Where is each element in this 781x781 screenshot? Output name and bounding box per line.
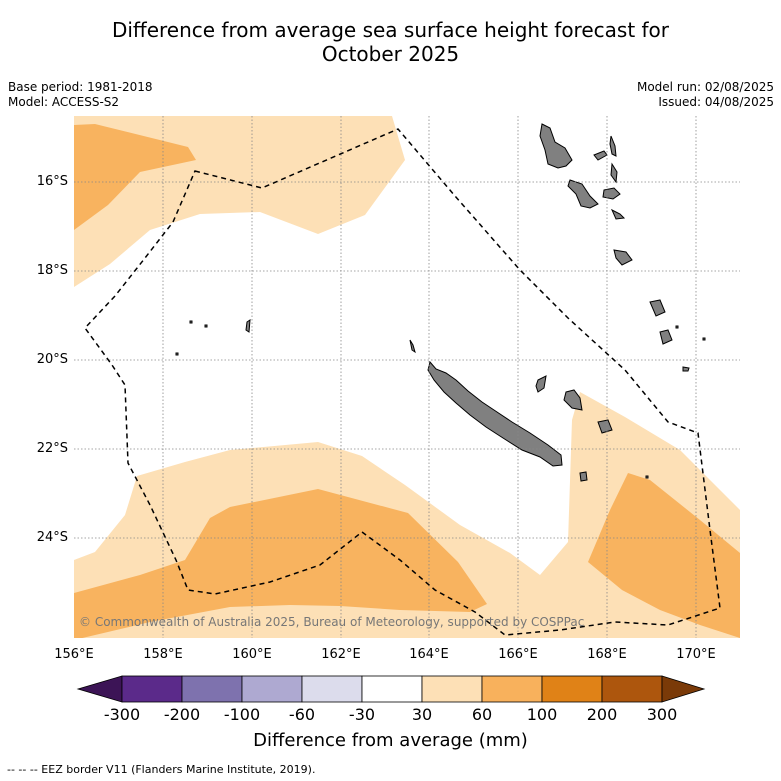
- lat-label-24s: 24°S: [36, 530, 68, 545]
- lon-label-170e: 170°E: [676, 647, 716, 662]
- eez-border: [84, 128, 721, 636]
- loyalty-islands-ouvea: [535, 375, 547, 393]
- colorbar-bin-4: [301, 675, 363, 703]
- colorbar-tick: -30: [348, 705, 376, 724]
- colorbar-extend-max: [661, 675, 706, 703]
- colorbar-tick: 300: [646, 705, 678, 724]
- matthew-island-group: [649, 299, 666, 317]
- title-line-2: October 2025: [321, 42, 460, 66]
- issued-date: Issued: 04/08/2025: [658, 95, 774, 109]
- colorbar-bin-2: [181, 675, 243, 703]
- colorbar-tick: -300: [103, 705, 141, 724]
- dot-islet-1: [189, 320, 193, 324]
- lon-label-156e: 156°E: [54, 647, 94, 662]
- vanuatu-erromango: [613, 249, 633, 266]
- copyright-note: © Commonwealth of Australia 2025, Bureau…: [79, 615, 584, 629]
- colorbar-tick: -100: [223, 705, 261, 724]
- colorbar: [76, 675, 706, 703]
- vanuatu-malakula: [567, 179, 599, 209]
- vanuatu-small-island: [610, 208, 626, 220]
- new-caledonia-island: [427, 360, 563, 467]
- dot-islet-3: [175, 352, 179, 356]
- loyalty-islands-mare: [597, 419, 613, 434]
- dot-islet-2: [204, 324, 208, 328]
- colorbar-bin-1: [121, 675, 183, 703]
- vanuatu-espiritu-santo: [539, 123, 573, 169]
- base-period: Base period: 1981-2018: [8, 80, 153, 94]
- dot-islet-6: [645, 475, 649, 479]
- lon-label-158e: 158°E: [143, 647, 183, 662]
- colorbar-bin-9: [601, 675, 663, 703]
- colorbar-bin-7: [481, 675, 543, 703]
- lat-label-18s: 18°S: [36, 263, 68, 278]
- colorbar-tick: 60: [471, 705, 493, 724]
- colorbar-tick: 200: [586, 705, 618, 724]
- belep-islet: [409, 339, 416, 354]
- loyalty-islands-lifou: [563, 389, 583, 411]
- chart-title: Difference from average sea surface heig…: [0, 18, 781, 66]
- north-anomaly-mid: [74, 124, 196, 230]
- lon-label-160e: 160°E: [232, 647, 272, 662]
- eez-legend-note: -- -- -- EEZ border V11 (Flanders Marine…: [7, 763, 316, 776]
- colorbar-bin-5: [361, 675, 423, 703]
- meta-left: Base period: 1981-2018 Model: ACCESS-S2: [8, 80, 153, 110]
- hunter-island-group: [659, 329, 673, 345]
- vanuatu-pentecost: [610, 162, 618, 184]
- isle-of-pines: [579, 471, 588, 482]
- lon-label-168e: 168°E: [587, 647, 627, 662]
- colorbar-bin-6: [421, 675, 483, 703]
- vanuatu-maewo: [609, 135, 617, 157]
- lat-label-16s: 16°S: [36, 174, 68, 189]
- land-masses: [175, 123, 706, 482]
- colorbar-tick: 30: [411, 705, 433, 724]
- dot-islet-5: [675, 325, 679, 329]
- colorbar-tick: 100: [526, 705, 558, 724]
- colorbar-tick: -200: [163, 705, 201, 724]
- colorbar-bin-3: [241, 675, 303, 703]
- meta-right: Model run: 02/08/2025 Issued: 04/08/2025: [637, 80, 774, 110]
- graticule: [74, 116, 740, 638]
- chesterfield-islet: [245, 319, 251, 333]
- model-name: Model: ACCESS-S2: [8, 95, 120, 109]
- colorbar-title: Difference from average (mm): [253, 730, 528, 751]
- colorbar-tick: -60: [288, 705, 316, 724]
- colorbar-extend-min: [76, 675, 123, 703]
- lat-label-22s: 22°S: [36, 441, 68, 456]
- dot-islet-4: [702, 337, 706, 341]
- south-anomaly-mid-east: [588, 473, 740, 638]
- colorbar-bin-8: [541, 675, 603, 703]
- lon-label-162e: 162°E: [321, 647, 361, 662]
- lon-label-166e: 166°E: [498, 647, 538, 662]
- southeast-islet: [682, 366, 690, 372]
- model-run: Model run: 02/08/2025: [636, 80, 774, 94]
- lat-label-20s: 20°S: [36, 352, 68, 367]
- map-area: © Commonwealth of Australia 2025, Bureau…: [74, 116, 740, 638]
- south-anomaly-mid-west: [74, 489, 487, 638]
- lon-label-164e: 164°E: [409, 647, 449, 662]
- title-line-1: Difference from average sea surface heig…: [111, 18, 670, 42]
